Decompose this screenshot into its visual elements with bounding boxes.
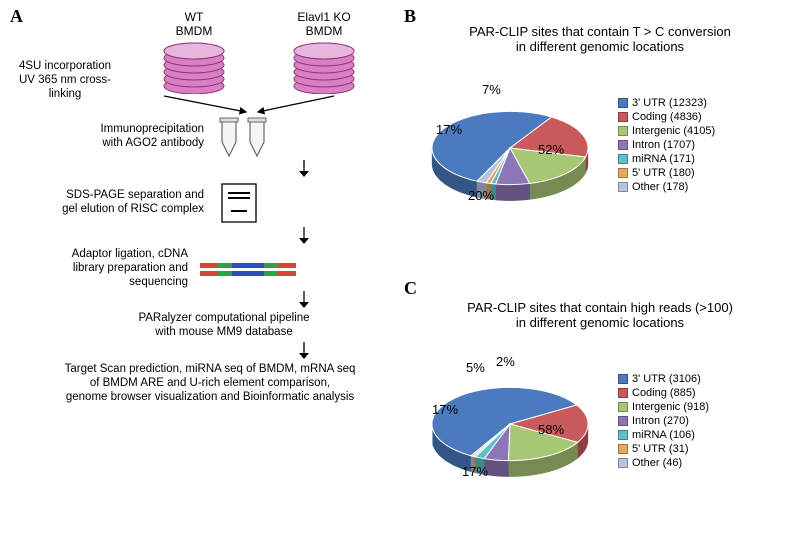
arrow-icon — [214, 290, 394, 311]
panel-b: PAR-CLIP sites that contain T > C conver… — [400, 0, 800, 276]
legend-item: miRNA (171) — [618, 153, 715, 165]
gel-icon — [214, 181, 264, 225]
pct-label: 7% — [482, 82, 501, 97]
pct-label: 2% — [496, 354, 515, 369]
legend-item: Other (178) — [618, 181, 715, 193]
panel-c: PAR-CLIP sites that contain high reads (… — [400, 276, 800, 551]
merge-arrows — [124, 94, 384, 116]
legend-label: Intron (270) — [632, 415, 689, 427]
legend-item: 5' UTR (31) — [618, 443, 709, 455]
legend-label: 5' UTR (180) — [632, 167, 695, 179]
pct-label: 17% — [462, 464, 488, 479]
legend-label: 5' UTR (31) — [632, 443, 689, 455]
pie-chart-b — [410, 60, 610, 230]
legend-swatch — [618, 98, 628, 108]
legend-label: miRNA (106) — [632, 429, 695, 441]
legend-swatch — [618, 402, 628, 412]
legend-item: 3' UTR (3106) — [618, 373, 709, 385]
legend-swatch — [618, 182, 628, 192]
legend-swatch — [618, 140, 628, 150]
legend-swatch — [618, 374, 628, 384]
seq-icon — [198, 258, 298, 280]
legend-item: Intron (1707) — [618, 139, 715, 151]
arrow-icon — [214, 341, 394, 362]
pie-c-wrap: 58% 17% 17% 5% 2% — [410, 336, 610, 506]
legend-b: 3' UTR (12323) Coding (4836) Intergenic … — [618, 95, 715, 195]
legend-item: Coding (4836) — [618, 111, 715, 123]
chart-b-title: PAR-CLIP sites that contain T > C conver… — [410, 24, 790, 54]
legend-item: Intron (270) — [618, 415, 709, 427]
legend-item: miRNA (106) — [618, 429, 709, 441]
step1-side-text: 4SU incorporationUV 365 nm cross-linking — [6, 60, 124, 101]
legend-label: Intergenic (4105) — [632, 125, 715, 137]
legend-label: 3' UTR (12323) — [632, 97, 707, 109]
legend-swatch — [618, 416, 628, 426]
ko-label: Elavl1 KOBMDM — [297, 10, 350, 38]
legend-label: miRNA (171) — [632, 153, 695, 165]
legend-item: Intergenic (4105) — [618, 125, 715, 137]
panel-a: WTBMDM Elavl1 KOBMDM 4SU incorporationUV… — [0, 0, 400, 551]
legend-swatch — [618, 444, 628, 454]
step2-text: Immunoprecipitationwith AGO2 antibody — [54, 123, 204, 151]
legend-label: Coding (885) — [632, 387, 696, 399]
chart-c-title: PAR-CLIP sites that contain high reads (… — [410, 300, 790, 330]
legend-label: 3' UTR (3106) — [632, 373, 701, 385]
legend-swatch — [618, 112, 628, 122]
right-column: PAR-CLIP sites that contain T > C conver… — [400, 0, 800, 551]
pct-label: 5% — [466, 360, 485, 375]
step4-text: Adaptor ligation, cDNAlibrary preparatio… — [28, 248, 188, 289]
pct-label: 20% — [468, 188, 494, 203]
pct-label: 17% — [436, 122, 462, 137]
figure-container: WTBMDM Elavl1 KOBMDM 4SU incorporationUV… — [0, 0, 800, 551]
legend-label: Intergenic (918) — [632, 401, 709, 413]
wt-label: WTBMDM — [176, 10, 213, 38]
legend-swatch — [618, 430, 628, 440]
arrow-icon — [214, 159, 394, 180]
legend-label: Other (46) — [632, 457, 682, 469]
legend-swatch — [618, 388, 628, 398]
step5-text: PARalyzer computational pipelinewith mou… — [94, 312, 354, 340]
arrow-icon — [214, 226, 394, 247]
legend-swatch — [618, 168, 628, 178]
plates-row: WTBMDM Elavl1 KOBMDM — [124, 10, 394, 94]
legend-item: 3' UTR (12323) — [618, 97, 715, 109]
legend-swatch — [618, 154, 628, 164]
step6-text: Target Scan prediction, miRNA seq of BMD… — [20, 363, 400, 404]
legend-item: 5' UTR (180) — [618, 167, 715, 179]
plate-stack-wt — [159, 40, 229, 94]
pct-label: 17% — [432, 402, 458, 417]
pie-b-wrap: 52% 20% 17% 7% — [410, 60, 610, 230]
legend-item: Coding (885) — [618, 387, 709, 399]
legend-item: Other (46) — [618, 457, 709, 469]
legend-label: Coding (4836) — [632, 111, 702, 123]
legend-label: Other (178) — [632, 181, 688, 193]
plate-stack-ko — [289, 40, 359, 94]
legend-swatch — [618, 126, 628, 136]
legend-label: Intron (1707) — [632, 139, 695, 151]
tubes-icon — [214, 116, 274, 158]
legend-item: Intergenic (918) — [618, 401, 709, 413]
step3-text: SDS-PAGE separation andgel elution of RI… — [24, 189, 204, 217]
legend-c: 3' UTR (3106) Coding (885) Intergenic (9… — [618, 371, 709, 471]
legend-swatch — [618, 458, 628, 468]
pct-label: 58% — [538, 422, 564, 437]
pct-label: 52% — [538, 142, 564, 157]
